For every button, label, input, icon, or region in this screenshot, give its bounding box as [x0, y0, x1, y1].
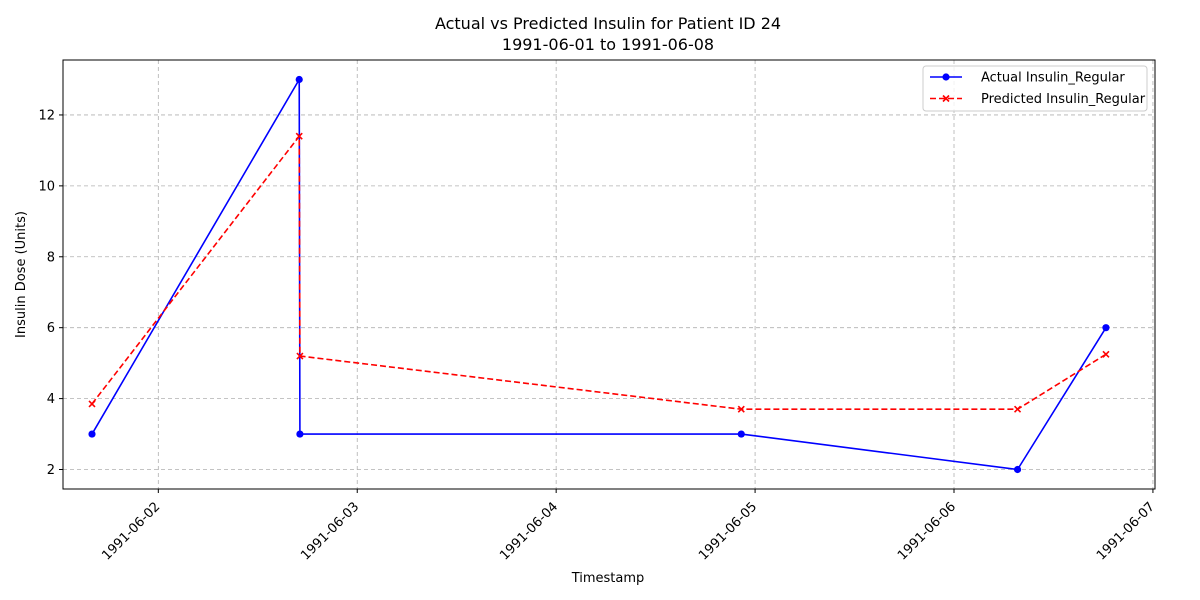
data-point-actual: [1013, 465, 1022, 474]
legend-box: [922, 65, 1148, 112]
y-axis-title: Insulin Dose (Units): [14, 211, 29, 338]
data-point-predicted: [1013, 405, 1022, 413]
legend-marker-actual: [942, 73, 950, 81]
y-tick-label: 12: [38, 108, 55, 123]
grid-layer: [63, 60, 1155, 489]
chart-subtitle: 1991-06-01 to 1991-06-08: [502, 35, 714, 54]
legend-label-predicted: Predicted Insulin_Regular: [981, 92, 1146, 107]
plot-frame: [62, 59, 1156, 490]
y-tick-label: 2: [47, 463, 55, 478]
data-point-actual: [296, 430, 304, 438]
y-tick-label: 4: [47, 392, 55, 407]
y-tick-label: 10: [38, 179, 55, 194]
legend: Actual Insulin_Regular Predicted Insulin…: [922, 65, 1148, 112]
chart-title: Actual vs Predicted Insulin for Patient …: [435, 14, 781, 33]
legend-label-actual: Actual Insulin_Regular: [981, 71, 1125, 86]
legend-marker-predicted: [942, 94, 950, 103]
data-point-predicted: [88, 400, 96, 408]
y-axis: 2 4 6 8 10 12: [38, 108, 63, 478]
data-point-actual: [737, 430, 745, 438]
data-point-predicted: [295, 132, 303, 140]
series-line-0: [91, 78, 1107, 471]
data-point-predicted: [1102, 350, 1110, 358]
data-point-actual: [1102, 324, 1110, 332]
y-tick-label: 6: [47, 321, 55, 336]
y-tick-label: 8: [47, 250, 55, 265]
data-point-actual: [88, 430, 96, 438]
data-point-actual: [295, 75, 303, 84]
data-point-predicted: [737, 405, 745, 413]
series-layer: [88, 75, 1110, 474]
x-axis-title: Timestamp: [571, 571, 645, 586]
data-point-predicted: [296, 352, 304, 360]
series-line-1: [91, 135, 1107, 411]
